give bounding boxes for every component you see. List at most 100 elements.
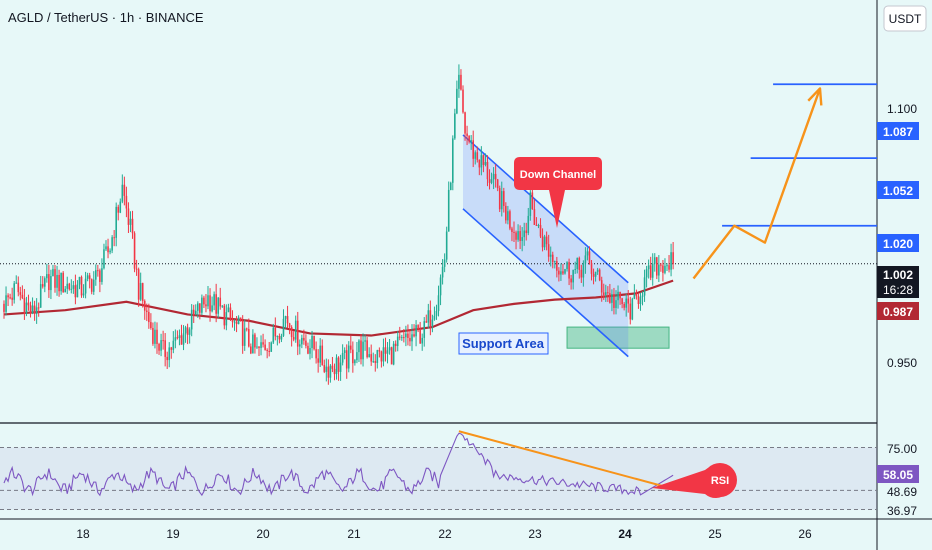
- candle[interactable]: [358, 339, 360, 362]
- candle[interactable]: [462, 85, 464, 114]
- candle[interactable]: [88, 272, 91, 289]
- candle[interactable]: [303, 329, 305, 345]
- candle[interactable]: [531, 187, 534, 210]
- candle[interactable]: [629, 296, 632, 325]
- candle[interactable]: [245, 327, 248, 332]
- candle[interactable]: [578, 256, 581, 279]
- candle[interactable]: [435, 304, 438, 320]
- candle[interactable]: [488, 169, 491, 190]
- candle[interactable]: [199, 303, 201, 320]
- candle[interactable]: [535, 217, 538, 226]
- candle[interactable]: [647, 259, 650, 279]
- candle[interactable]: [484, 153, 487, 167]
- candle[interactable]: [592, 268, 595, 285]
- candle[interactable]: [164, 333, 166, 367]
- candle[interactable]: [437, 285, 440, 317]
- candle[interactable]: [423, 317, 426, 347]
- candle[interactable]: [670, 243, 672, 277]
- candle[interactable]: [549, 246, 552, 267]
- candle[interactable]: [356, 342, 358, 364]
- candle[interactable]: [60, 272, 62, 295]
- candle[interactable]: [170, 346, 173, 359]
- candle[interactable]: [584, 247, 587, 274]
- candle[interactable]: [378, 347, 381, 358]
- candle[interactable]: [158, 342, 160, 355]
- candle[interactable]: [609, 283, 611, 304]
- candle[interactable]: [33, 300, 36, 321]
- candle[interactable]: [627, 289, 630, 313]
- candle[interactable]: [66, 276, 69, 294]
- candle[interactable]: [537, 223, 540, 229]
- candle[interactable]: [421, 333, 423, 351]
- candle[interactable]: [3, 300, 5, 319]
- candle[interactable]: [427, 303, 430, 329]
- candle[interactable]: [23, 288, 26, 320]
- candle[interactable]: [651, 253, 654, 286]
- candle[interactable]: [223, 303, 226, 330]
- candle[interactable]: [547, 234, 550, 262]
- candle[interactable]: [260, 335, 262, 356]
- candle[interactable]: [229, 303, 232, 322]
- candle[interactable]: [468, 135, 470, 144]
- candle[interactable]: [325, 358, 328, 382]
- candle[interactable]: [58, 269, 60, 297]
- candle[interactable]: [403, 329, 405, 343]
- candle[interactable]: [56, 265, 58, 296]
- candle[interactable]: [213, 291, 215, 311]
- candle[interactable]: [600, 276, 603, 302]
- candle[interactable]: [509, 209, 511, 231]
- candle[interactable]: [294, 315, 297, 343]
- candle[interactable]: [574, 261, 576, 274]
- candle[interactable]: [407, 324, 409, 346]
- candle[interactable]: [496, 178, 499, 192]
- candle[interactable]: [190, 304, 193, 337]
- candle[interactable]: [282, 309, 285, 337]
- candle[interactable]: [486, 155, 489, 187]
- candle[interactable]: [288, 322, 291, 335]
- candle[interactable]: [607, 286, 609, 302]
- candle[interactable]: [11, 287, 13, 306]
- candle[interactable]: [152, 322, 154, 346]
- candle[interactable]: [596, 267, 599, 275]
- candle[interactable]: [123, 176, 126, 206]
- candle[interactable]: [315, 341, 317, 364]
- candle[interactable]: [382, 338, 385, 367]
- candle[interactable]: [635, 289, 638, 300]
- candle[interactable]: [72, 280, 75, 294]
- candle[interactable]: [174, 329, 177, 349]
- candle[interactable]: [631, 297, 634, 321]
- candle[interactable]: [160, 333, 162, 357]
- candle[interactable]: [178, 329, 181, 346]
- candle[interactable]: [449, 181, 452, 191]
- candle[interactable]: [194, 304, 197, 316]
- candle[interactable]: [239, 317, 242, 322]
- candle[interactable]: [166, 351, 168, 369]
- candle[interactable]: [366, 337, 368, 359]
- candle[interactable]: [541, 228, 544, 252]
- candle[interactable]: [386, 342, 389, 364]
- candle[interactable]: [31, 297, 34, 315]
- candle[interactable]: [48, 264, 50, 298]
- candle[interactable]: [611, 289, 613, 312]
- candle[interactable]: [594, 271, 597, 282]
- candle[interactable]: [252, 329, 254, 354]
- candle[interactable]: [299, 339, 301, 355]
- candle[interactable]: [472, 130, 474, 168]
- candle[interactable]: [205, 294, 207, 313]
- candle[interactable]: [570, 274, 572, 290]
- candle[interactable]: [99, 268, 101, 293]
- candle[interactable]: [9, 293, 11, 300]
- candle[interactable]: [311, 330, 313, 359]
- candle[interactable]: [527, 207, 530, 236]
- candle[interactable]: [256, 337, 258, 350]
- candle[interactable]: [568, 258, 570, 286]
- candle[interactable]: [470, 135, 472, 150]
- candle[interactable]: [150, 313, 152, 330]
- candle[interactable]: [645, 265, 648, 288]
- candle[interactable]: [162, 330, 164, 350]
- candle[interactable]: [364, 334, 366, 351]
- candle[interactable]: [431, 314, 434, 333]
- candle[interactable]: [539, 218, 542, 239]
- candle[interactable]: [217, 297, 219, 319]
